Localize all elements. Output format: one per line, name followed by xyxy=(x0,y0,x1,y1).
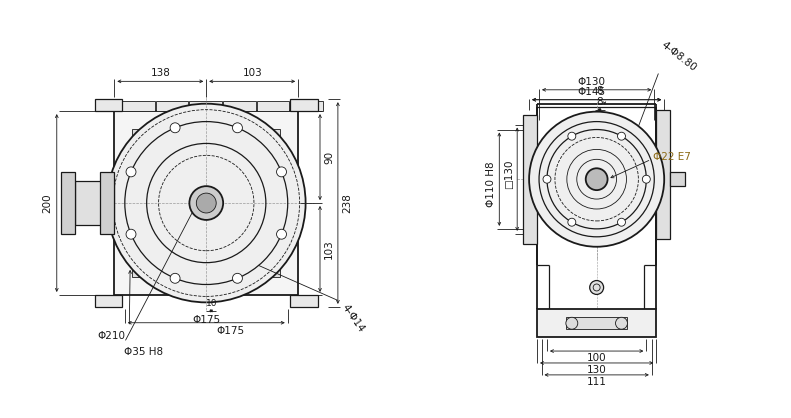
Text: 200: 200 xyxy=(42,193,51,213)
Text: Φ130: Φ130 xyxy=(577,77,606,87)
Text: 8: 8 xyxy=(596,97,603,107)
Bar xyxy=(657,110,670,239)
Bar xyxy=(94,99,123,111)
Bar xyxy=(74,181,115,225)
Circle shape xyxy=(170,123,180,133)
Circle shape xyxy=(107,104,305,302)
Text: 238: 238 xyxy=(342,193,352,213)
Circle shape xyxy=(568,218,576,226)
Bar xyxy=(132,269,140,277)
Bar xyxy=(223,101,255,111)
Text: 4-Φ14: 4-Φ14 xyxy=(339,302,366,334)
Bar xyxy=(290,99,318,111)
Bar xyxy=(290,101,323,111)
Text: Φ175: Φ175 xyxy=(216,326,244,336)
Bar xyxy=(190,101,222,111)
Text: Φ175: Φ175 xyxy=(192,315,221,325)
Text: □130: □130 xyxy=(504,160,514,189)
Circle shape xyxy=(126,229,136,239)
Circle shape xyxy=(618,132,626,140)
Bar xyxy=(94,295,123,307)
Bar xyxy=(272,269,280,277)
Circle shape xyxy=(126,167,136,177)
Circle shape xyxy=(189,186,223,220)
Text: Φ35 H8: Φ35 H8 xyxy=(124,347,164,357)
Text: 4-Φ8.80: 4-Φ8.80 xyxy=(659,39,698,73)
Circle shape xyxy=(196,193,216,213)
Bar xyxy=(566,317,627,329)
Circle shape xyxy=(568,132,576,140)
Circle shape xyxy=(618,218,626,226)
Text: 103: 103 xyxy=(242,69,262,78)
Text: Φ210: Φ210 xyxy=(97,331,125,341)
Text: 90: 90 xyxy=(324,150,334,164)
Circle shape xyxy=(170,273,180,283)
Bar xyxy=(670,172,685,186)
Text: Φ22 E7: Φ22 E7 xyxy=(653,152,691,162)
Circle shape xyxy=(233,123,242,133)
Circle shape xyxy=(543,175,551,183)
Text: 130: 130 xyxy=(587,365,607,375)
Text: 103: 103 xyxy=(324,239,334,259)
Circle shape xyxy=(590,280,604,294)
Text: 10: 10 xyxy=(206,299,217,308)
Bar xyxy=(256,101,290,111)
Bar xyxy=(272,129,280,137)
Circle shape xyxy=(233,273,242,283)
Text: 8: 8 xyxy=(596,86,603,96)
Circle shape xyxy=(642,175,650,183)
Bar xyxy=(100,172,115,234)
Bar xyxy=(537,309,657,337)
Text: Φ110 H8: Φ110 H8 xyxy=(486,161,496,207)
Text: 111: 111 xyxy=(587,377,607,387)
Bar xyxy=(123,101,155,111)
Bar xyxy=(523,115,537,244)
Circle shape xyxy=(615,317,627,329)
Bar xyxy=(290,295,318,307)
Bar xyxy=(132,129,140,137)
Circle shape xyxy=(529,112,664,247)
Text: 100: 100 xyxy=(587,353,607,363)
Bar xyxy=(115,111,298,295)
Bar xyxy=(156,101,188,111)
Circle shape xyxy=(277,229,286,239)
Circle shape xyxy=(566,317,577,329)
Text: 138: 138 xyxy=(150,69,170,78)
Text: Φ145: Φ145 xyxy=(577,87,606,97)
Bar xyxy=(61,172,74,234)
Circle shape xyxy=(277,167,286,177)
Circle shape xyxy=(585,168,607,190)
